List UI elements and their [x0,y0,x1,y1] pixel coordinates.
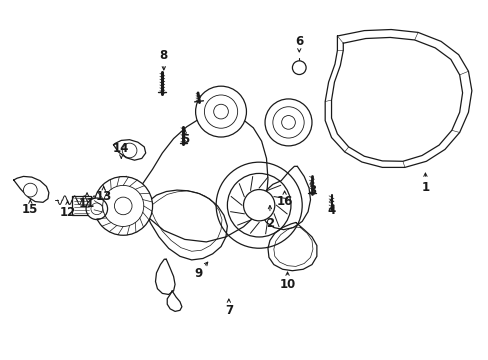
Circle shape [292,61,305,75]
Text: 9: 9 [194,267,202,280]
Polygon shape [72,196,91,215]
Polygon shape [14,176,49,202]
Text: 1: 1 [421,181,428,194]
Polygon shape [167,291,182,311]
Polygon shape [260,166,310,230]
Circle shape [213,104,228,119]
Circle shape [243,190,274,221]
Text: 10: 10 [279,278,295,291]
Circle shape [264,99,311,146]
Text: 12: 12 [59,206,76,219]
Text: 11: 11 [79,197,95,210]
Text: 3: 3 [307,184,315,197]
Circle shape [23,183,37,197]
Polygon shape [267,222,316,271]
Text: 7: 7 [224,304,232,317]
Text: 13: 13 [95,190,112,203]
Circle shape [216,162,302,248]
Text: 5: 5 [181,133,188,146]
Text: 16: 16 [276,195,292,208]
Text: 6: 6 [295,35,303,48]
Text: 4: 4 [327,204,335,217]
Circle shape [281,116,295,129]
Polygon shape [126,114,267,242]
Circle shape [94,176,152,235]
Polygon shape [207,104,233,134]
Polygon shape [325,30,471,167]
Text: 2: 2 [265,217,273,230]
Polygon shape [155,259,175,294]
Circle shape [114,197,132,215]
Circle shape [86,198,107,220]
Text: 15: 15 [22,203,39,216]
Text: 14: 14 [113,142,129,155]
Polygon shape [113,140,145,160]
Text: 8: 8 [160,49,167,62]
Polygon shape [144,190,227,260]
Circle shape [195,86,246,137]
